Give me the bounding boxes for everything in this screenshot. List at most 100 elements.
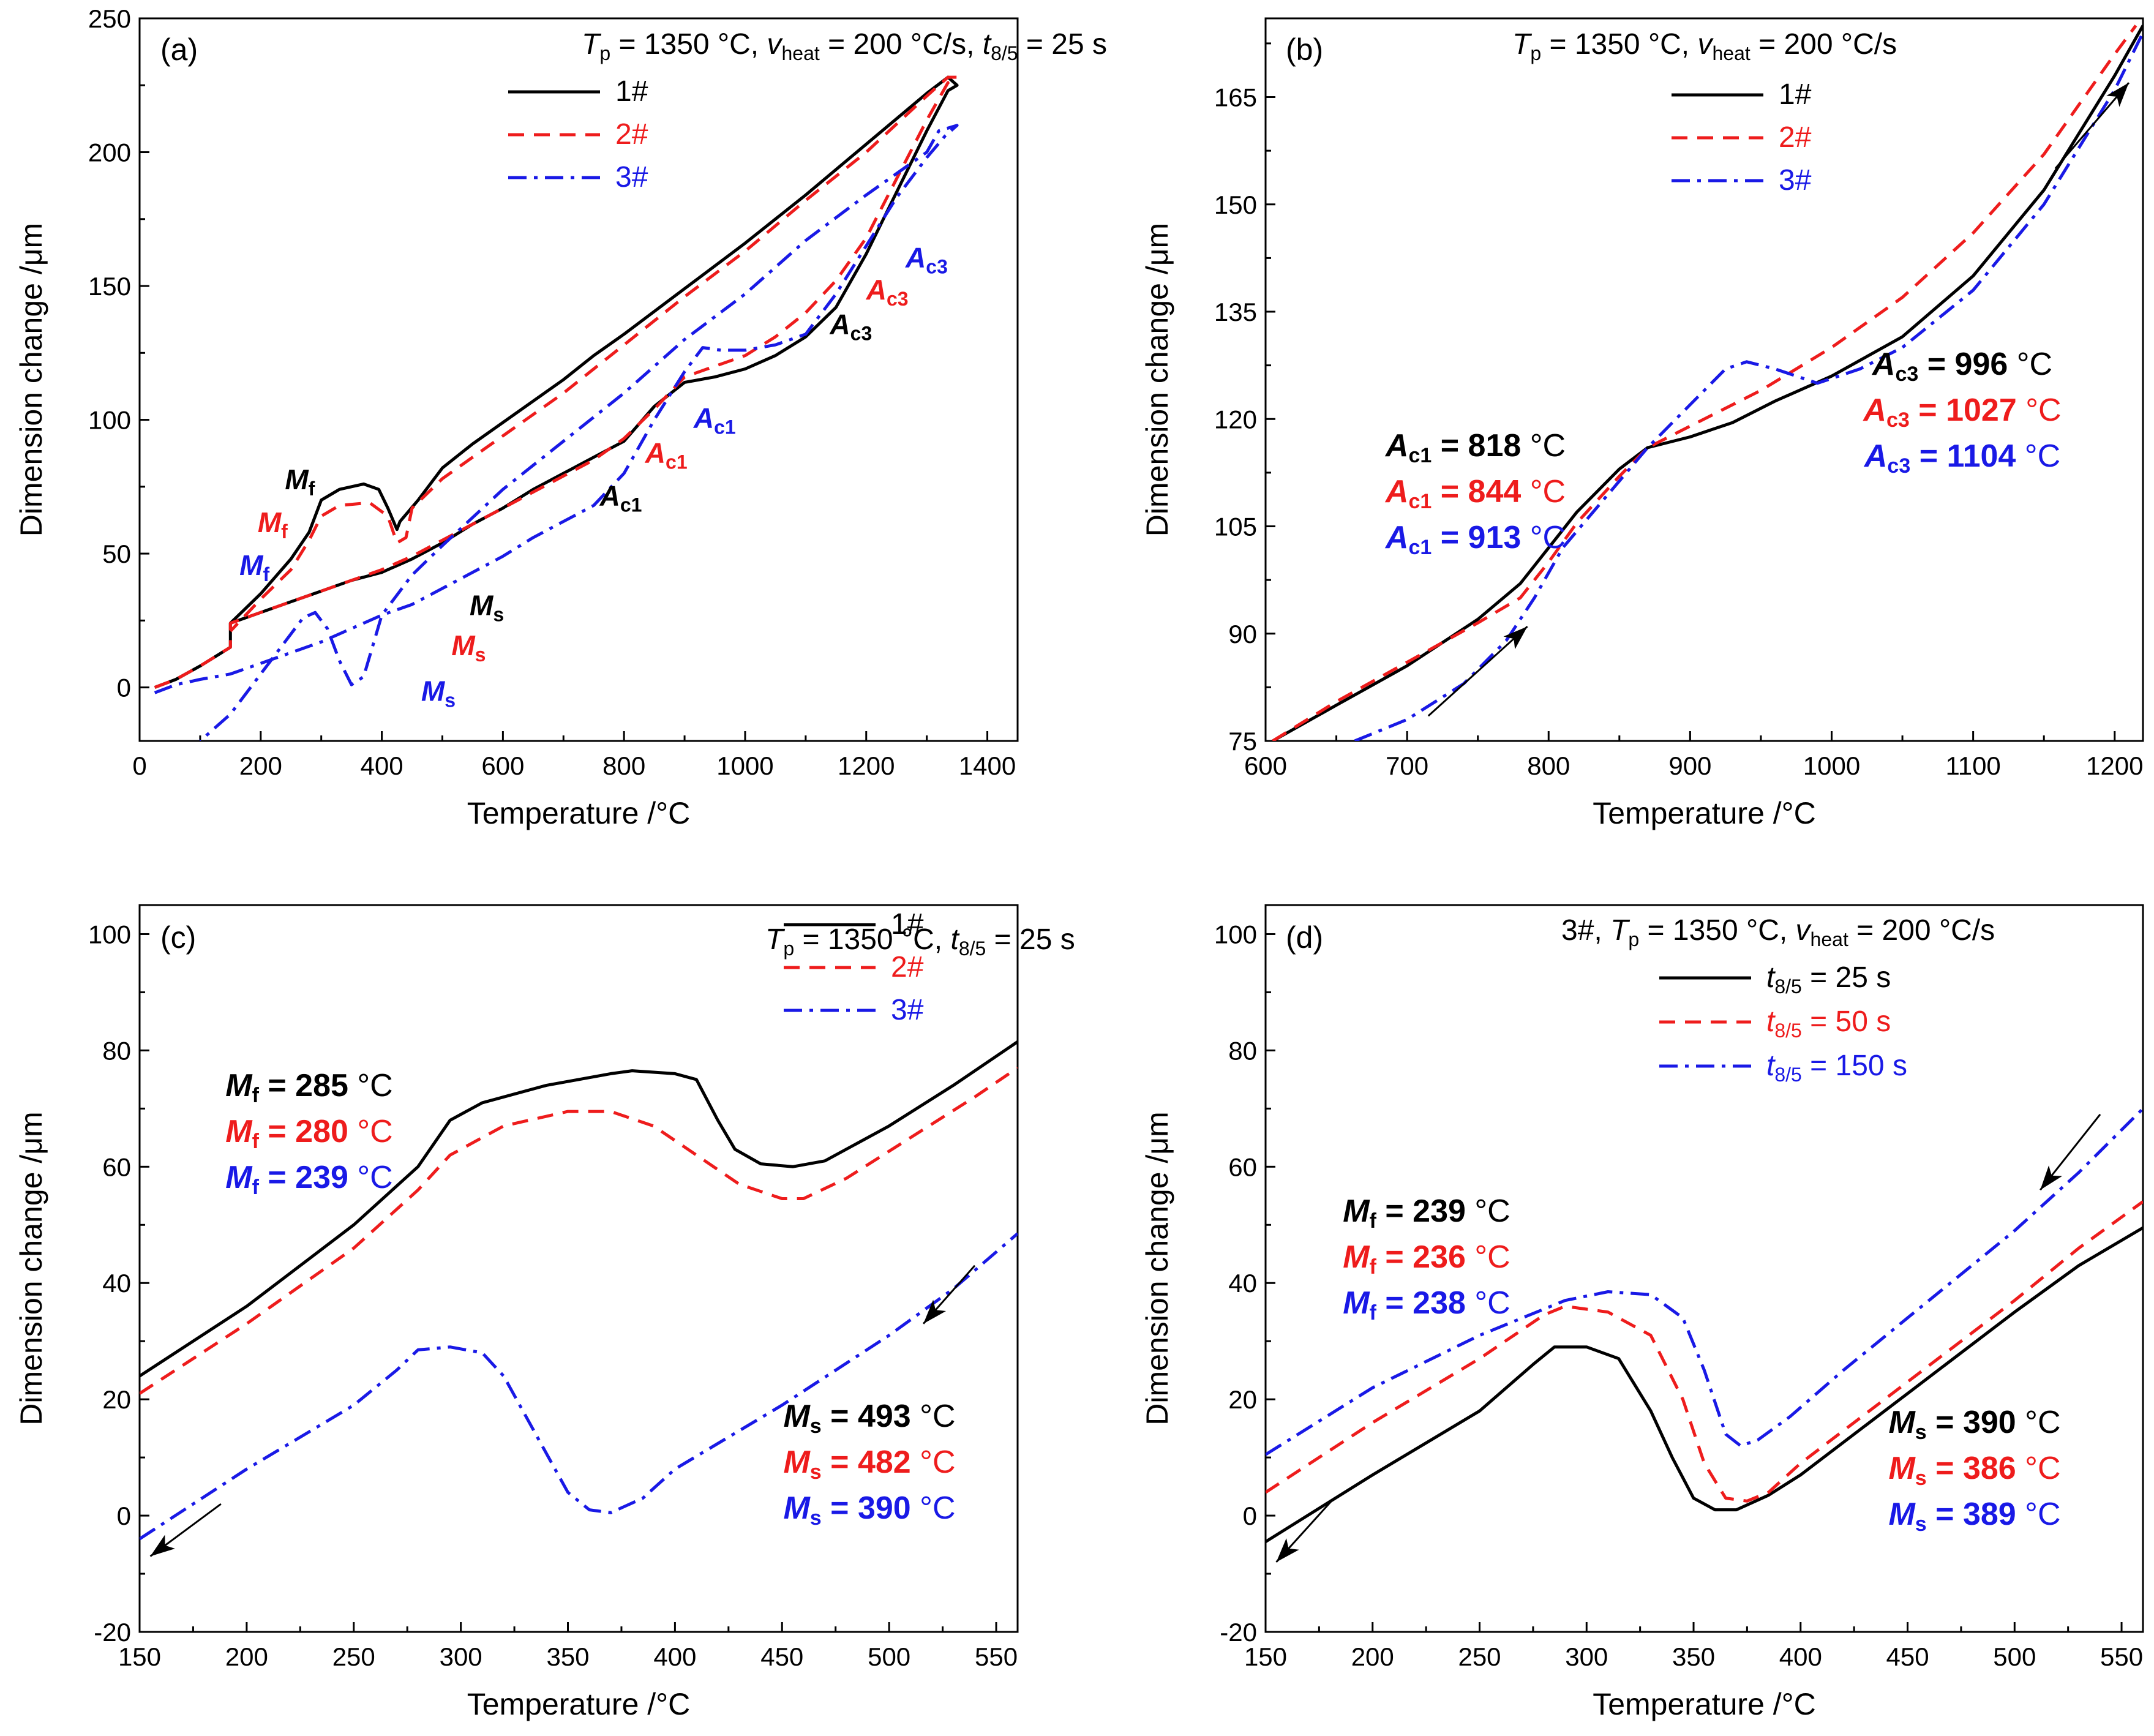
x-axis-label: Temperature /°C — [467, 796, 691, 830]
panel-label: (d) — [1286, 920, 1323, 955]
x-tick-label: 600 — [1244, 751, 1287, 780]
y-axis-label: Dimension change /μm — [14, 1111, 48, 1425]
series-line-3 — [1354, 32, 2143, 741]
x-axis-label: Temperature /°C — [1593, 796, 1816, 830]
legend-label: 2# — [615, 118, 648, 151]
temperature-annotation: Ms = 390 °C — [1888, 1405, 2060, 1444]
series-line-1 — [1272, 24, 2143, 741]
y-tick-label: 100 — [1214, 920, 1257, 949]
y-tick-label: 75 — [1228, 727, 1257, 756]
x-tick-label: 450 — [1886, 1642, 1929, 1671]
direction-arrow — [1427, 625, 1528, 717]
series-line-2 — [1272, 24, 2137, 741]
x-tick-label: 1200 — [838, 751, 895, 780]
temperature-annotation: Ms = 482 °C — [783, 1445, 955, 1484]
transition-label: Mf — [239, 549, 269, 585]
legend-label: 3# — [891, 994, 924, 1026]
x-axis-label: Temperature /°C — [1593, 1687, 1816, 1721]
y-tick-label: 120 — [1214, 405, 1257, 434]
legend-label: 1# — [1779, 78, 1812, 111]
transition-label: Ms — [451, 629, 486, 666]
panel-a: 0 200 400 600 800 1000 1200 1400 0 50 100 150 200 250… — [14, 4, 1107, 830]
y-tick-label: 80 — [1228, 1036, 1257, 1065]
x-tick-label: 450 — [760, 1642, 803, 1671]
arrow-head — [2106, 83, 2129, 107]
arrow-head — [150, 1535, 175, 1557]
arrow-head — [2040, 1165, 2063, 1190]
y-tick-label: 50 — [102, 539, 131, 568]
y-tick-label: 60 — [102, 1152, 131, 1181]
x-tick-label: 0 — [132, 751, 146, 780]
temperature-annotation: Ms = 493 °C — [783, 1399, 955, 1438]
x-tick-label: 500 — [1993, 1642, 2036, 1671]
y-axis-label: Dimension change /μm — [1140, 223, 1174, 536]
temperature-annotation: Ac3 = 1027 °C — [1862, 393, 2061, 432]
x-tick-label: 550 — [2100, 1642, 2143, 1671]
condition-text: Tp = 1350 °C, vheat = 200 °C/s — [1512, 28, 1897, 64]
plot-frame — [1264, 17, 2144, 742]
x-tick-label: 1100 — [1945, 751, 2000, 780]
transition-label: Ac3 — [905, 241, 948, 277]
series-line-3 — [140, 1232, 1018, 1541]
series-line-1 — [154, 75, 959, 689]
temperature-annotation: Ac3 = 996 °C — [1871, 347, 2052, 386]
x-tick-label: 150 — [1244, 1642, 1287, 1671]
condition-text: Tp = 1350 °C, t8/5 = 25 s — [765, 923, 1075, 960]
y-tick-label: 0 — [1243, 1501, 1257, 1530]
condition-text: 3#, Tp = 1350 °C, vheat = 200 °C/s — [1561, 914, 1995, 950]
arrow-head — [923, 1299, 947, 1324]
temperature-annotation: Ms = 389 °C — [1888, 1497, 2060, 1536]
transition-label: Ms — [470, 590, 504, 626]
series-line-3 — [154, 124, 959, 741]
y-tick-label: 20 — [102, 1385, 131, 1414]
temperature-annotation: Mf = 280 °C — [225, 1114, 392, 1153]
x-tick-label: 150 — [118, 1642, 161, 1671]
y-tick-label: 165 — [1214, 83, 1257, 112]
y-tick-label: 100 — [88, 920, 131, 949]
legend-label: 1# — [615, 75, 648, 108]
x-tick-label: 550 — [975, 1642, 1018, 1671]
transition-label: Mf — [258, 506, 288, 543]
direction-arrow — [2054, 82, 2130, 170]
transition-label: Mf — [285, 464, 315, 500]
panel-d: 150 200 250 300 350 400 450 500 550 -20 0 20 40 60 80 1… — [1140, 904, 2144, 1721]
y-tick-label: 0 — [117, 1501, 131, 1530]
y-tick-label: 60 — [1228, 1152, 1257, 1181]
transition-label: Ac1 — [599, 479, 642, 516]
y-tick-label: 20 — [1228, 1385, 1257, 1414]
legend-label: 1# — [891, 908, 924, 941]
legend-label: t8/5 = 25 s — [1766, 961, 1891, 998]
temperature-annotation: Mf = 239 °C — [225, 1160, 392, 1199]
temperature-annotation: Mf = 285 °C — [225, 1068, 392, 1107]
x-tick-label: 1000 — [1803, 751, 1860, 780]
x-tick-label: 300 — [440, 1642, 482, 1671]
x-tick-label: 200 — [1351, 1642, 1394, 1671]
temperature-annotation: Mf = 236 °C — [1343, 1239, 1510, 1279]
temperature-annotation: Mf = 239 °C — [1343, 1193, 1510, 1233]
series-line-2 — [154, 75, 959, 689]
y-tick-label: 40 — [102, 1269, 131, 1298]
x-tick-label: 800 — [1527, 751, 1570, 780]
x-tick-label: 250 — [332, 1642, 375, 1671]
temperature-annotation: Ms = 386 °C — [1888, 1451, 2060, 1490]
y-tick-label: 200 — [88, 138, 131, 167]
x-tick-label: 600 — [481, 751, 524, 780]
plot-frame — [138, 904, 1019, 1633]
y-tick-label: 40 — [1228, 1269, 1257, 1298]
plot-frame — [138, 17, 1019, 742]
x-tick-label: 300 — [1565, 1642, 1608, 1671]
y-tick-label: -20 — [1220, 1618, 1257, 1647]
y-tick-label: 105 — [1214, 513, 1257, 541]
transition-label: Ac1 — [693, 402, 736, 438]
x-tick-label: 500 — [868, 1642, 910, 1671]
y-axis-label: Dimension change /μm — [1140, 1111, 1174, 1425]
x-tick-label: 900 — [1668, 751, 1711, 780]
x-tick-label: 400 — [653, 1642, 696, 1671]
panel-label: (c) — [160, 920, 196, 955]
legend-label: 2# — [891, 951, 924, 983]
plot-frame — [1264, 904, 2144, 1633]
panel-label: (a) — [160, 32, 198, 67]
x-tick-label: 700 — [1386, 751, 1428, 780]
y-axis-label: Dimension change /μm — [14, 223, 48, 536]
